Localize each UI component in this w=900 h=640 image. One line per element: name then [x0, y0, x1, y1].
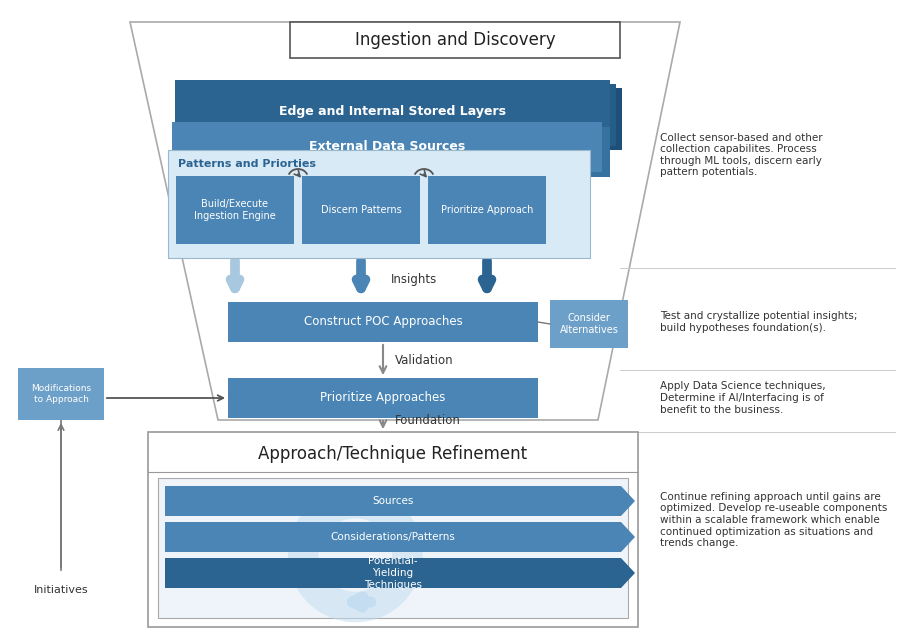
- Bar: [175, 80, 610, 142]
- Bar: [550, 300, 628, 348]
- Text: Discern Patterns: Discern Patterns: [320, 205, 401, 215]
- Bar: [290, 22, 620, 58]
- Bar: [158, 478, 628, 618]
- Text: Insights: Insights: [391, 273, 437, 287]
- Text: Prioritize Approaches: Prioritize Approaches: [320, 392, 446, 404]
- Bar: [180, 127, 610, 177]
- Text: Consider
Alternatives: Consider Alternatives: [560, 313, 618, 335]
- Text: Modifications
to Approach: Modifications to Approach: [31, 384, 91, 404]
- Text: Edge and Internal Stored Layers: Edge and Internal Stored Layers: [279, 104, 506, 118]
- Text: Validation: Validation: [395, 353, 454, 367]
- Polygon shape: [165, 558, 635, 588]
- Text: External Data Sources: External Data Sources: [309, 141, 465, 154]
- Text: Considerations/Patterns: Considerations/Patterns: [330, 532, 455, 542]
- Polygon shape: [130, 22, 680, 420]
- Text: Sources: Sources: [373, 496, 414, 506]
- Text: Apply Data Science techniques,
Determine if AI/Interfacing is of
benefit to the : Apply Data Science techniques, Determine…: [660, 381, 825, 415]
- Bar: [228, 378, 538, 418]
- Bar: [148, 432, 638, 627]
- Bar: [181, 84, 616, 146]
- Bar: [18, 368, 104, 420]
- Bar: [172, 122, 602, 172]
- Text: Construct POC Approaches: Construct POC Approaches: [303, 316, 463, 328]
- Text: Initiatives: Initiatives: [33, 585, 88, 595]
- Text: Ingestion and Discovery: Ingestion and Discovery: [355, 31, 555, 49]
- Text: Build/Execute
Ingestion Engine: Build/Execute Ingestion Engine: [194, 199, 276, 221]
- Text: Foundation: Foundation: [395, 413, 461, 426]
- Text: Patterns and Priorties: Patterns and Priorties: [178, 159, 316, 169]
- Bar: [187, 88, 622, 150]
- Bar: [228, 302, 538, 342]
- Text: Test and crystallize potential insights;
build hypotheses foundation(s).: Test and crystallize potential insights;…: [660, 311, 858, 333]
- Text: Potential-
Yielding
Techniques: Potential- Yielding Techniques: [364, 556, 422, 589]
- Text: Approach/Technique Refinement: Approach/Technique Refinement: [258, 445, 527, 463]
- Polygon shape: [165, 522, 635, 552]
- Bar: [176, 176, 294, 244]
- Bar: [302, 176, 420, 244]
- Text: Prioritize Approach: Prioritize Approach: [441, 205, 533, 215]
- Bar: [428, 176, 546, 244]
- Text: Continue refining approach until gains are
optimized. Develop re-useable compone: Continue refining approach until gains a…: [660, 492, 887, 548]
- Polygon shape: [165, 486, 635, 516]
- Text: Collect sensor-based and other
collection capabilites. Process
through ML tools,: Collect sensor-based and other collectio…: [660, 132, 823, 177]
- Bar: [168, 150, 590, 258]
